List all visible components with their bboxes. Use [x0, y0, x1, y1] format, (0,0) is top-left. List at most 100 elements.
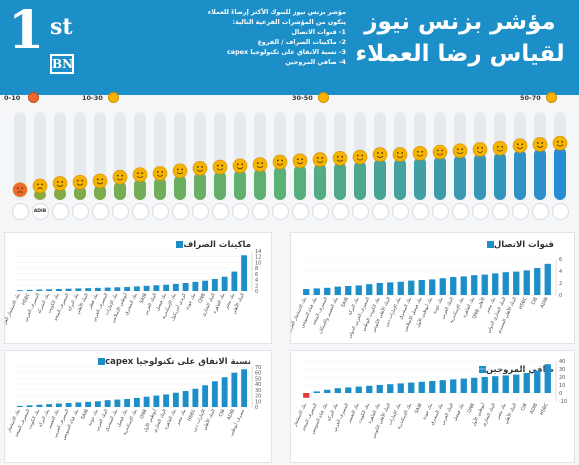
- smiley-face-icon: [12, 182, 28, 198]
- bar: [172, 283, 179, 291]
- eye-dot: [401, 152, 404, 154]
- smiley-face-icon: [252, 157, 268, 172]
- mouth: [436, 153, 444, 156]
- x-tick-label: SAIB: [340, 296, 350, 308]
- smiley-face-icon: [412, 145, 428, 161]
- eye-dot: [396, 152, 399, 154]
- eye-dot: [456, 148, 459, 151]
- bank-logo-icon: [91, 203, 109, 220]
- bar: [324, 287, 331, 295]
- bank-logo-icon: [231, 203, 249, 220]
- panel-title-text: نسبة الانفاق على تكنولوجيا capex: [105, 357, 251, 367]
- x-tick-label: ADIB: [226, 408, 236, 421]
- smile-face-icon: [318, 92, 329, 103]
- bar: [366, 385, 373, 393]
- eye-dot: [536, 142, 539, 144]
- bar: [75, 402, 82, 407]
- y-tick-label: 20: [559, 375, 565, 381]
- bar: [450, 277, 457, 295]
- bank-logo-icon: [471, 203, 489, 220]
- y-tick-label: 10: [255, 260, 261, 266]
- x-tick-label: HSBC: [518, 296, 529, 310]
- bar: [397, 281, 404, 295]
- bar: [133, 286, 140, 291]
- eye-dot: [416, 150, 419, 153]
- logo-suffix: st: [50, 14, 73, 40]
- bar: [36, 404, 43, 407]
- smiley-face-icon: [112, 169, 128, 185]
- band-label-30-50: 30-50: [292, 94, 313, 102]
- bar: [94, 401, 101, 407]
- smiley-face-icon: [292, 153, 308, 169]
- bar: [192, 281, 199, 291]
- eye-dot: [521, 143, 524, 146]
- bar: [16, 290, 23, 291]
- eye-dot: [201, 165, 204, 168]
- mouth: [316, 160, 324, 163]
- mouth: [496, 149, 504, 152]
- bar: [114, 287, 121, 291]
- bar: [182, 283, 189, 291]
- bar: [133, 397, 140, 407]
- mouth: [376, 155, 384, 158]
- bar: [523, 270, 530, 295]
- bar: [544, 364, 551, 393]
- eye-dot: [156, 170, 159, 173]
- bar: [544, 263, 551, 295]
- bar: [481, 274, 488, 295]
- eye-dot: [181, 168, 184, 171]
- panel-title-text: قنوات الاتصال: [493, 240, 554, 250]
- bar: [502, 375, 509, 393]
- bar: [75, 288, 82, 291]
- bank-logo-icon: [331, 203, 349, 220]
- y-tick-label: 0: [255, 289, 258, 295]
- bar: [241, 255, 248, 291]
- x-tick-label: بنك عودة: [88, 409, 100, 427]
- bank-logo-icon: [191, 203, 209, 220]
- bank-logo-icon: ADIB: [31, 203, 49, 220]
- bar: [114, 399, 121, 407]
- smiley-face-icon: [92, 173, 108, 189]
- mouth: [96, 182, 104, 185]
- bar: [46, 289, 53, 291]
- eye-dot: [381, 152, 384, 154]
- y-tick-label: 10: [255, 399, 261, 405]
- eye-dot: [296, 158, 299, 161]
- y-tick-label: 8: [255, 266, 258, 272]
- y-tick-label: 0: [559, 293, 562, 299]
- bar: [502, 272, 509, 295]
- bank-logos-row: ADIB: [0, 203, 579, 223]
- band-label-0-10: 0-10: [4, 94, 21, 102]
- bar: [211, 381, 218, 407]
- panel-title: ماكينات الصراف: [173, 240, 251, 250]
- smiley-face-icon: [52, 176, 68, 191]
- title-line-1: مؤشر بزنس نيوز: [364, 9, 556, 35]
- smiley-face-icon: [212, 159, 228, 175]
- bar: [174, 174, 186, 200]
- x-tick-label: CIB: [218, 408, 227, 418]
- smiley-face-icon: [192, 161, 208, 176]
- smiley-face-icon: [312, 152, 328, 167]
- mouth: [56, 184, 64, 187]
- bar-track: [34, 112, 46, 200]
- bank-logo-icon: [491, 203, 509, 220]
- bar: [55, 403, 62, 407]
- bank-logo-icon: [51, 203, 69, 220]
- eye-dot: [516, 143, 519, 146]
- bar: [65, 288, 72, 291]
- mouth: [476, 150, 484, 153]
- bar: [492, 273, 499, 295]
- eye-dot: [101, 178, 104, 181]
- bank-logo-icon: [251, 203, 269, 220]
- y-tick-label: 2: [559, 281, 562, 287]
- title-line-2: لقياس رضا العملاء: [355, 41, 565, 67]
- bank-logo-icon: [271, 203, 289, 220]
- mouth: [516, 146, 524, 150]
- bar: [334, 388, 341, 393]
- eye-dot: [541, 142, 544, 144]
- smiley-face-icon: [392, 147, 408, 162]
- eye-dot: [136, 172, 139, 175]
- bank-logo-icon: [351, 203, 369, 220]
- panel-promoters: صافي المروجين -10 0 10 20 30 40 بنك الاستثمار ا…: [290, 350, 575, 463]
